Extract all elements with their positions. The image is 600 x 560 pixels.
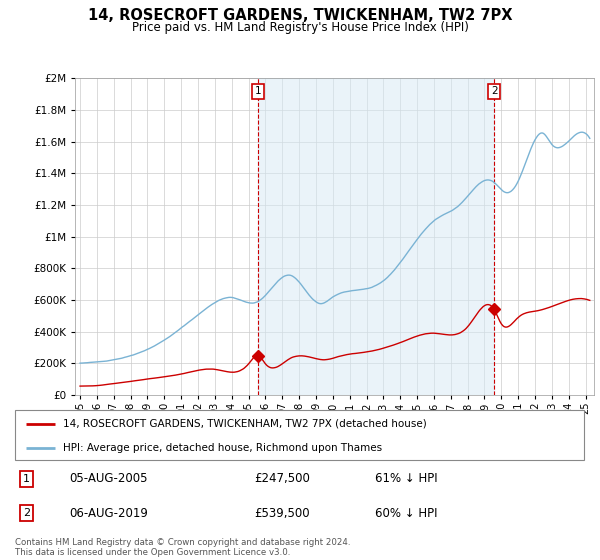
Text: 14, ROSECROFT GARDENS, TWICKENHAM, TW2 7PX (detached house): 14, ROSECROFT GARDENS, TWICKENHAM, TW2 7… <box>62 419 427 429</box>
Text: £539,500: £539,500 <box>254 507 310 520</box>
Text: 2: 2 <box>23 508 30 518</box>
Text: 60% ↓ HPI: 60% ↓ HPI <box>375 507 437 520</box>
Text: 06-AUG-2019: 06-AUG-2019 <box>70 507 148 520</box>
Text: 14, ROSECROFT GARDENS, TWICKENHAM, TW2 7PX: 14, ROSECROFT GARDENS, TWICKENHAM, TW2 7… <box>88 8 512 24</box>
Text: 1: 1 <box>255 86 262 96</box>
Text: 2: 2 <box>491 86 497 96</box>
Text: 05-AUG-2005: 05-AUG-2005 <box>70 473 148 486</box>
Text: £247,500: £247,500 <box>254 473 310 486</box>
FancyBboxPatch shape <box>15 410 584 460</box>
Bar <box>259 78 494 395</box>
Text: 61% ↓ HPI: 61% ↓ HPI <box>375 473 437 486</box>
Text: 1: 1 <box>23 474 30 484</box>
Text: HPI: Average price, detached house, Richmond upon Thames: HPI: Average price, detached house, Rich… <box>62 442 382 452</box>
Text: Contains HM Land Registry data © Crown copyright and database right 2024.
This d: Contains HM Land Registry data © Crown c… <box>15 538 350 557</box>
Text: Price paid vs. HM Land Registry's House Price Index (HPI): Price paid vs. HM Land Registry's House … <box>131 21 469 34</box>
